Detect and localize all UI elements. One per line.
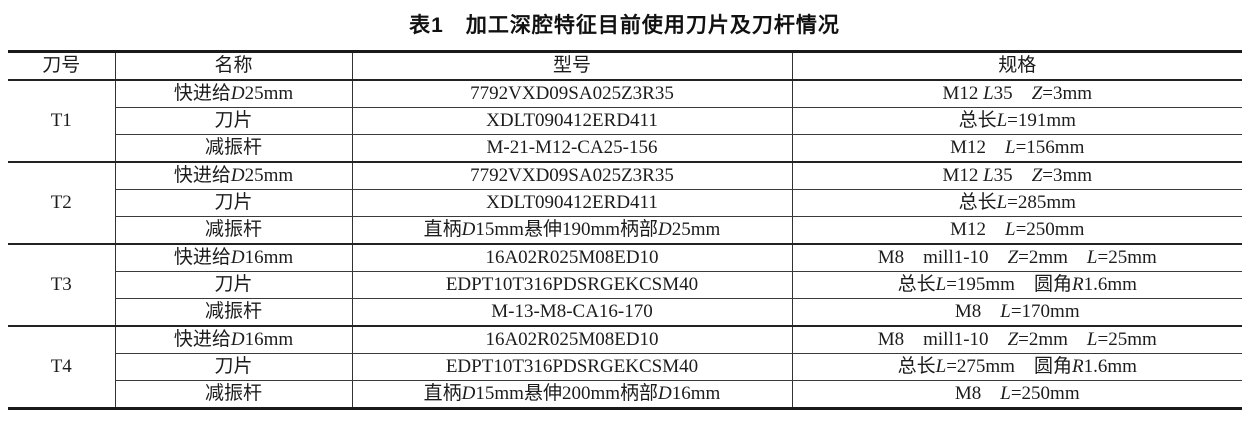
model-cell: XDLT090412ERD411	[351, 107, 792, 135]
spec-cell: M12 L35 Z=3mm	[791, 80, 1242, 108]
table-row: 减振杆 直柄D15mm悬伸190mm柄部D25mm M12 L=250mm	[8, 216, 1242, 244]
tool-number-cell: T1	[50, 110, 72, 132]
model-cell: 直柄D15mm悬伸190mm柄部D25mm	[351, 216, 792, 244]
table-row: 刀片 EDPT10T316PDSRGEKCSM40 总长L=275mm 圆角R1…	[8, 353, 1242, 381]
name-cell: 减振杆	[114, 134, 352, 162]
spec-cell: M12 L=156mm	[791, 134, 1242, 162]
spec-cell: 总长L=275mm 圆角R1.6mm	[791, 353, 1242, 381]
name-cell: 快进给D25mm	[114, 80, 352, 108]
name-cell: 刀片	[114, 107, 352, 135]
spec-cell: M8 mill1-10 Z=2mm L=25mm	[791, 326, 1242, 354]
table-row: 减振杆 M-21-M12-CA25-156 M12 L=156mm	[8, 134, 1242, 162]
table-row: T1 快进给D25mm 7792VXD09SA025Z3R35 M12 L35 …	[8, 80, 1242, 131]
model-cell: EDPT10T316PDSRGEKCSM40	[351, 271, 792, 299]
tool-number-cell: T2	[50, 192, 72, 214]
name-cell: 刀片	[114, 271, 352, 299]
name-cell: 刀片	[114, 189, 352, 217]
table-row: 刀片 EDPT10T316PDSRGEKCSM40 总长L=195mm 圆角R1…	[8, 271, 1242, 299]
tool-group-T1: T1 快进给D25mm 7792VXD09SA025Z3R35 M12 L35 …	[8, 80, 1242, 162]
col-header-name: 名称	[114, 51, 352, 81]
model-cell: 16A02R025M08ED10	[351, 326, 792, 354]
name-cell: 快进给D16mm	[114, 244, 352, 272]
name-cell: 快进给D16mm	[114, 326, 352, 354]
spec-cell: 总长L=191mm	[791, 107, 1242, 135]
spec-cell: 总长L=195mm 圆角R1.6mm	[791, 271, 1242, 299]
tool-number-cell: T3	[50, 274, 72, 296]
spec-cell: M8 L=250mm	[791, 380, 1242, 409]
table-row: T3 快进给D16mm 16A02R025M08ED10 M8 mill1-10…	[8, 244, 1242, 295]
model-cell: XDLT090412ERD411	[351, 189, 792, 217]
col-header-spec: 规格	[791, 51, 1242, 81]
model-cell: EDPT10T316PDSRGEKCSM40	[351, 353, 792, 381]
spec-cell: M8 L=170mm	[791, 298, 1242, 326]
spec-cell: M12 L=250mm	[791, 216, 1242, 244]
name-cell: 减振杆	[114, 216, 352, 244]
tool-group-T4: T4 快进给D16mm 16A02R025M08ED10 M8 mill1-10…	[8, 326, 1242, 409]
name-cell: 快进给D25mm	[114, 162, 352, 190]
table-row: 刀片 XDLT090412ERD411 总长L=285mm	[8, 189, 1242, 217]
tool-number-cell: T4	[50, 356, 72, 378]
model-cell: M-21-M12-CA25-156	[351, 134, 792, 162]
name-cell: 减振杆	[114, 298, 352, 326]
model-cell: M-13-M8-CA16-170	[351, 298, 792, 326]
tool-blade-table: 刀号 名称 型号 规格 T1 快进给D25mm 7792VXD09SA025Z3…	[8, 50, 1242, 410]
spec-cell: 总长L=285mm	[791, 189, 1242, 217]
model-cell: 7792VXD09SA025Z3R35	[351, 162, 792, 190]
spec-cell: M8 mill1-10 Z=2mm L=25mm	[791, 244, 1242, 272]
table-row: 刀片 XDLT090412ERD411 总长L=191mm	[8, 107, 1242, 135]
table-title: 表1 加工深腔特征目前使用刀片及刀杆情况	[409, 14, 840, 37]
header-row: 刀号 名称 型号 规格	[8, 51, 1242, 81]
tool-group-T3: T3 快进给D16mm 16A02R025M08ED10 M8 mill1-10…	[8, 244, 1242, 326]
table-row: 减振杆 直柄D15mm悬伸200mm柄部D16mm M8 L=250mm	[8, 380, 1242, 409]
col-header-model: 型号	[351, 51, 792, 81]
model-cell: 7792VXD09SA025Z3R35	[351, 80, 792, 108]
name-cell: 刀片	[114, 353, 352, 381]
spec-cell: M12 L35 Z=3mm	[791, 162, 1242, 190]
tool-group-T2: T2 快进给D25mm 7792VXD09SA025Z3R35 M12 L35 …	[8, 162, 1242, 244]
table-row: T4 快进给D16mm 16A02R025M08ED10 M8 mill1-10…	[8, 326, 1242, 377]
table-row: T2 快进给D25mm 7792VXD09SA025Z3R35 M12 L35 …	[8, 162, 1242, 213]
col-header-tool-no: 刀号	[8, 51, 115, 81]
name-cell: 减振杆	[114, 380, 352, 409]
model-cell: 16A02R025M08ED10	[351, 244, 792, 272]
model-cell: 直柄D15mm悬伸200mm柄部D16mm	[351, 380, 792, 409]
table-row: 减振杆 M-13-M8-CA16-170 M8 L=170mm	[8, 298, 1242, 326]
